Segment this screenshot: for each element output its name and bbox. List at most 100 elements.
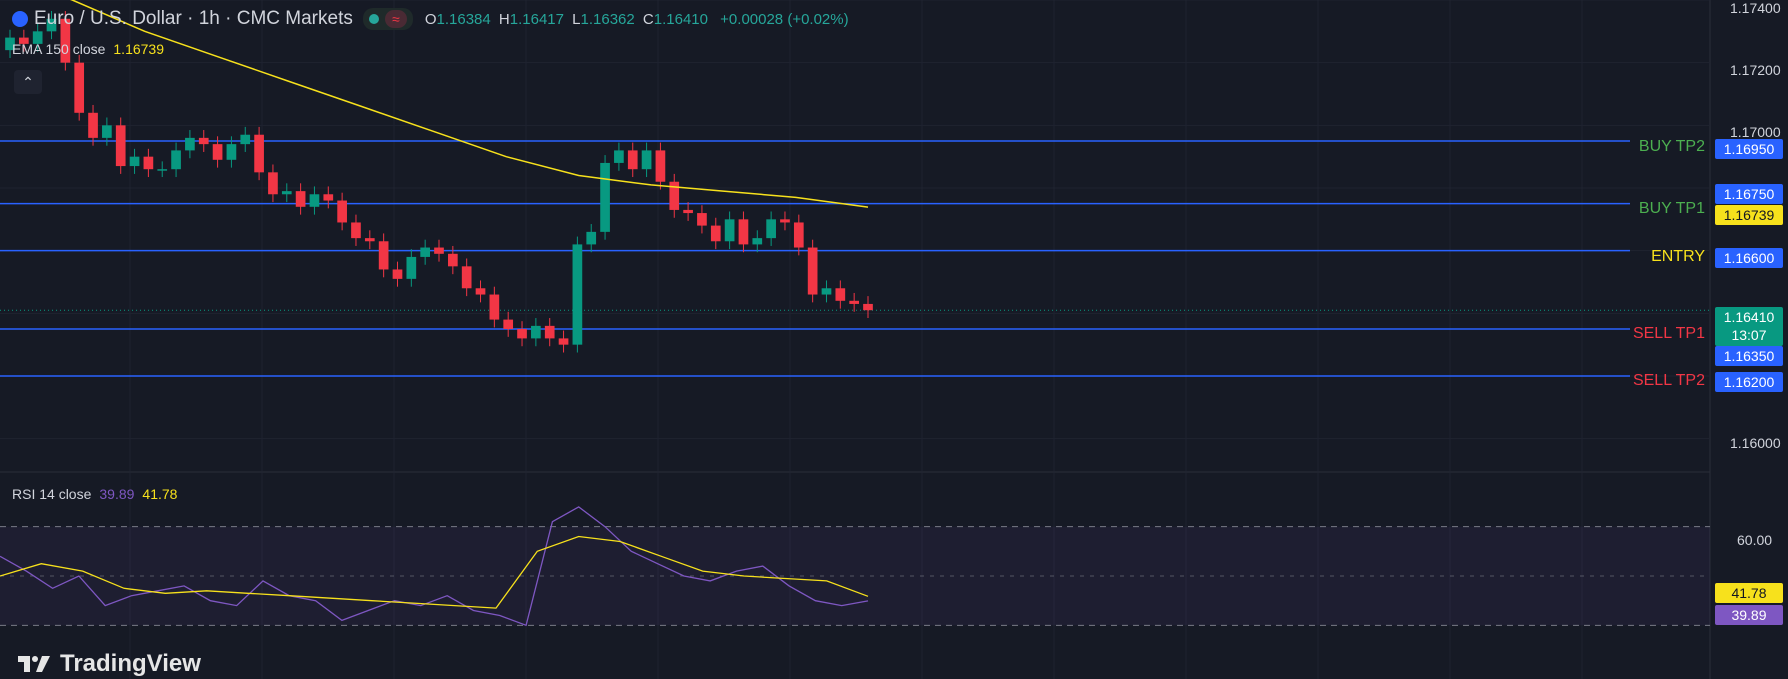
ema-legend-value: 1.16739: [113, 41, 164, 57]
candle-body: [655, 150, 666, 182]
rsi-ma-legend-value: 41.78: [142, 486, 178, 502]
rsi-legend-name: RSI 14 close: [12, 486, 92, 502]
candle-body: [766, 219, 776, 239]
rsi-tag[interactable]: 39.89: [1715, 605, 1783, 625]
candle-body: [641, 150, 652, 170]
candle-body: [461, 266, 472, 289]
candle-body: [102, 125, 112, 138]
rsi-band: [0, 526, 1710, 626]
level-label-entry: ENTRY: [1651, 248, 1705, 265]
candle-body: [295, 191, 306, 207]
level-tag-buy-tp2[interactable]: 1.16950: [1715, 139, 1783, 159]
candle-body: [281, 191, 292, 195]
candle-body: [586, 231, 597, 245]
candle-body: [614, 150, 624, 163]
candle-body: [780, 219, 790, 223]
candle-body: [600, 162, 610, 232]
ohlc-values: O1.16384 H1.16417 L1.16362 C1.16410 +0.0…: [421, 11, 849, 28]
collapse-legend-button[interactable]: ⌃: [14, 70, 42, 94]
level-tag-sell-tp1[interactable]: 1.16350: [1715, 346, 1783, 366]
rsi-ma-line: [0, 535, 869, 609]
candle-body: [323, 194, 334, 201]
candle-body: [351, 222, 361, 239]
symbol-legend[interactable]: Euro / U.S. Dollar · 1h · CMC Markets ≈ …: [12, 8, 849, 30]
level-label-buy-tp2: BUY TP2: [1638, 138, 1705, 155]
wave-icon: ≈: [384, 10, 407, 28]
candle-body: [447, 253, 458, 267]
ohlc-open-label: O: [424, 10, 437, 28]
ohlc-low-value: 1.16362: [580, 10, 635, 28]
market-status-pill[interactable]: ≈: [362, 8, 413, 30]
price-axis-label: 1.17400: [1730, 0, 1781, 16]
rsi-pane: [0, 472, 1710, 679]
candle-body: [185, 137, 195, 151]
level-tag-buy-tp1[interactable]: 1.16750: [1715, 184, 1783, 204]
ema-price-tag[interactable]: 1.16739: [1715, 205, 1783, 225]
candle-body: [558, 338, 569, 345]
candle-body: [5, 37, 15, 51]
ohlc-low-label: L: [572, 10, 581, 28]
candle-body: [198, 137, 209, 145]
ema-legend[interactable]: EMA 150 close 1.16739: [12, 41, 164, 57]
price-axis-label: 1.17000: [1730, 124, 1781, 140]
candle-body: [392, 269, 403, 279]
rsi-ma-tag[interactable]: 41.78: [1715, 583, 1783, 603]
candle-body: [863, 303, 873, 311]
tradingview-logo-icon: [18, 656, 50, 672]
candle-body: [849, 300, 860, 304]
candle-body: [143, 156, 154, 170]
candle-body: [129, 156, 140, 167]
ohlc-open-value: 1.16384: [436, 10, 491, 28]
ohlc-high-label: H: [498, 10, 510, 28]
candle-body: [738, 219, 749, 245]
ohlc-close-value: 1.16410: [653, 10, 708, 28]
candle-body: [226, 144, 237, 160]
candle-body: [683, 209, 693, 214]
level-label-sell-tp2: SELL TP2: [1632, 372, 1705, 389]
candle-body: [337, 200, 347, 223]
price-pane: [0, 0, 1710, 472]
level-tag-sell-tp2[interactable]: 1.16200: [1715, 372, 1783, 392]
candle-body: [18, 37, 29, 44]
ohlc-change-value: +0.00028 (+0.02%): [720, 10, 849, 28]
ema-legend-name: EMA 150 close: [12, 41, 106, 57]
candle-body: [724, 219, 735, 242]
rsi-legend[interactable]: RSI 14 close 39.89 41.78: [12, 486, 177, 502]
candle-body: [254, 134, 264, 173]
candle-body: [74, 62, 85, 113]
candle-body: [531, 325, 541, 339]
candle-body: [544, 325, 555, 339]
candle-body: [669, 181, 680, 210]
candle-body: [364, 238, 375, 242]
candle-body: [268, 172, 278, 195]
candle-body: [475, 288, 486, 295]
candle-body: [115, 125, 126, 167]
candle-body: [821, 288, 832, 295]
candle-body: [46, 18, 57, 32]
candle-body: [212, 144, 223, 160]
symbol-logo-icon: [12, 11, 28, 27]
price-axis-label: 1.17200: [1730, 62, 1781, 78]
candle-body: [32, 31, 43, 44]
candle-body: [240, 134, 251, 145]
ohlc-close-label: C: [642, 10, 654, 28]
tradingview-logo[interactable]: TradingView: [16, 650, 201, 678]
level-label-sell-tp1: SELL TP1: [1632, 325, 1705, 342]
candle-body: [710, 225, 721, 242]
candle-body: [793, 222, 804, 248]
last-price-tag[interactable]: 1.16410 13:07: [1715, 307, 1783, 346]
rsi-axis-label: 60.00: [1737, 532, 1773, 548]
brand-name: TradingView: [60, 650, 201, 677]
candle-body: [406, 256, 417, 279]
candle-body: [627, 150, 638, 170]
level-tag-entry[interactable]: 1.16600: [1715, 248, 1783, 268]
candle-body: [88, 112, 98, 138]
candle-body: [171, 150, 181, 170]
candle-body: [378, 241, 389, 270]
rsi-line: [0, 506, 869, 627]
symbol-title[interactable]: Euro / U.S. Dollar · 1h · CMC Markets: [34, 8, 353, 29]
ohlc-high-value: 1.16417: [509, 10, 564, 28]
candle-body: [835, 288, 846, 301]
